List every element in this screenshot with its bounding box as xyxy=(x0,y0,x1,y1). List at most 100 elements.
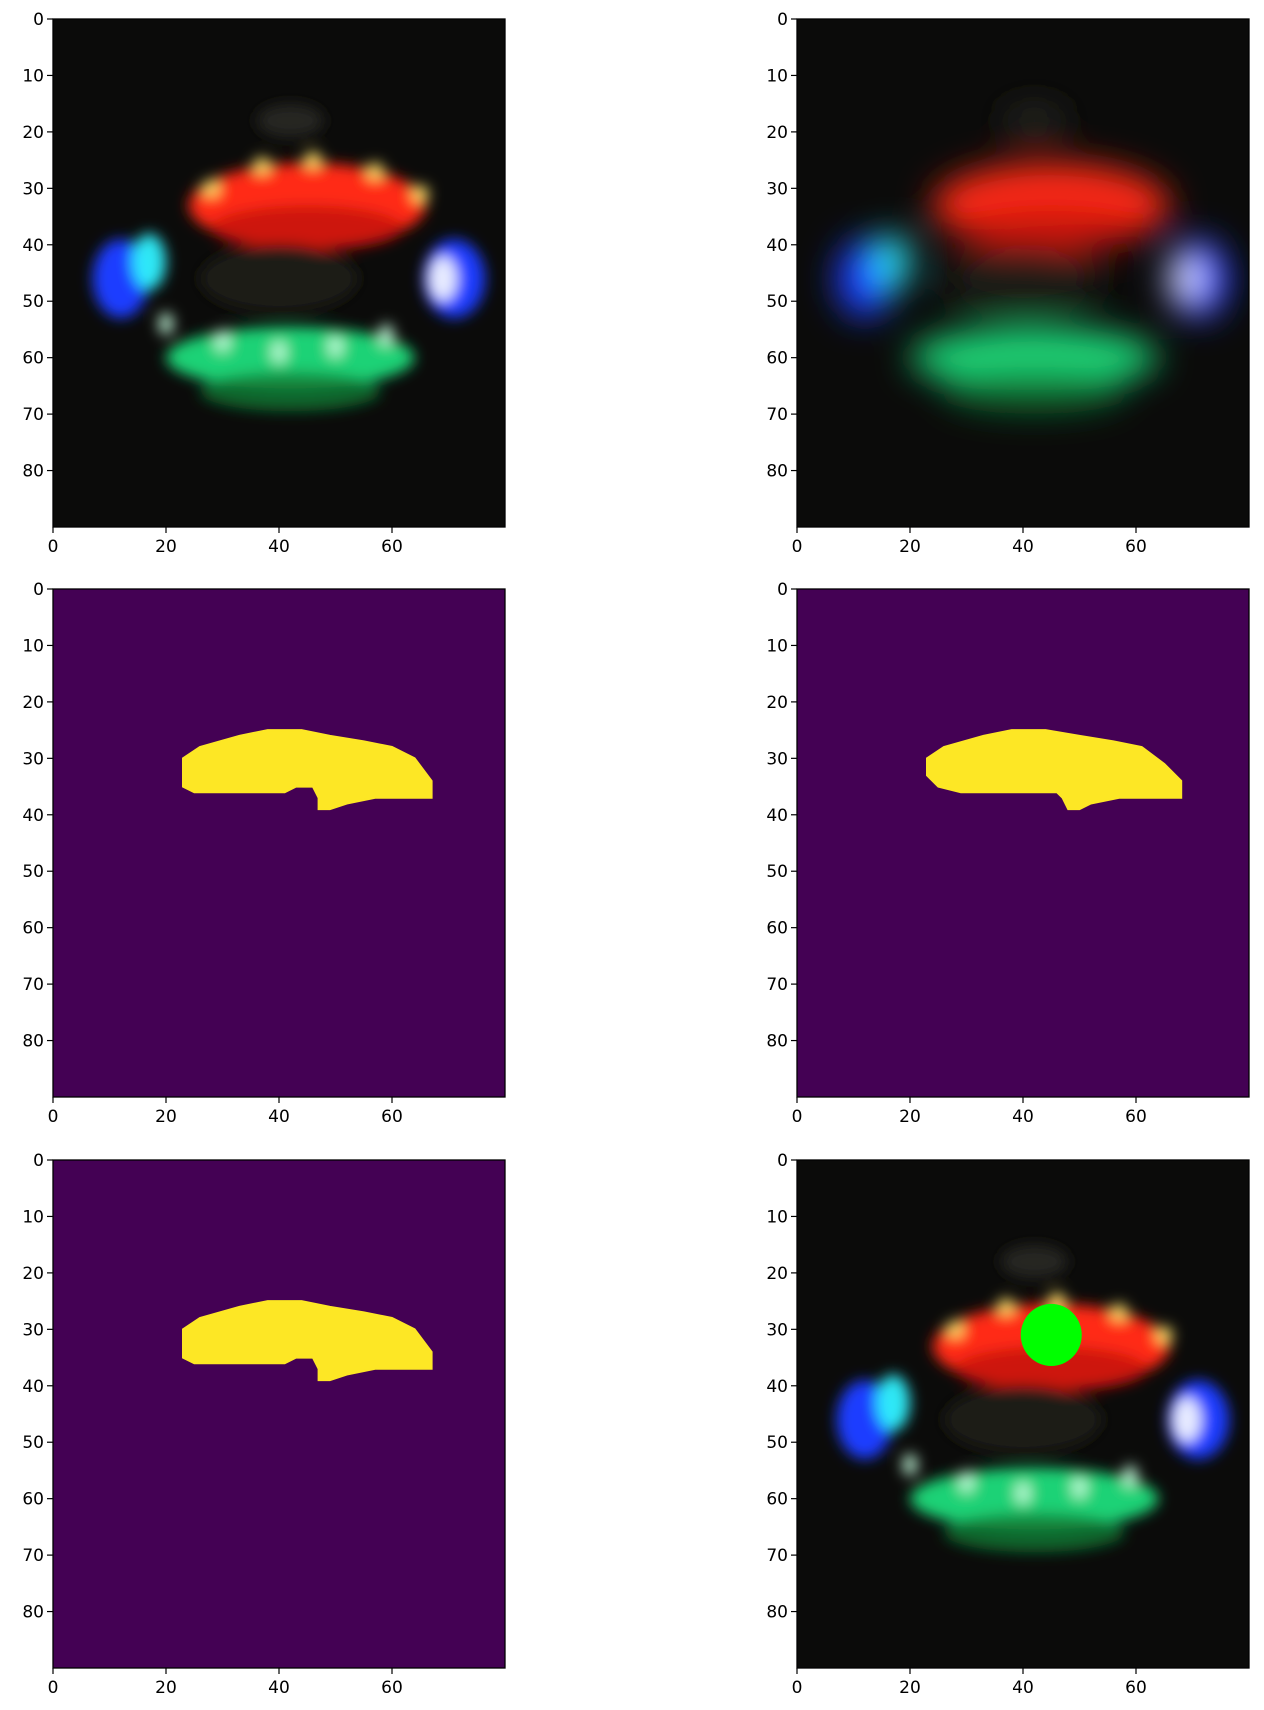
x-tick-label-60: 60 xyxy=(1125,1678,1147,1698)
y-tick-label-0: 0 xyxy=(33,580,44,600)
green-led-highlight-0 xyxy=(158,312,174,336)
x-tick-label-20: 20 xyxy=(155,1107,177,1127)
x-tick-label-0: 0 xyxy=(48,1107,59,1127)
image-row2-right xyxy=(797,589,1249,1097)
y-tick-label-50: 50 xyxy=(766,292,788,312)
y-tick-label-70: 70 xyxy=(766,975,788,995)
x-tick-label-20: 20 xyxy=(155,537,177,557)
green-shadow xyxy=(199,371,381,412)
ring-center xyxy=(199,244,359,313)
x-tick-label-40: 40 xyxy=(268,1678,290,1698)
x-tick-label-60: 60 xyxy=(1125,537,1147,557)
y-tick-label-60: 60 xyxy=(22,1490,44,1510)
green-led-highlight-1 xyxy=(959,1470,974,1494)
y-tick-label-40: 40 xyxy=(22,1377,44,1397)
y-tick-label-30: 30 xyxy=(22,179,44,199)
y-tick-label-20: 20 xyxy=(766,1264,788,1284)
x-tick-label-40: 40 xyxy=(1012,537,1034,557)
y-tick-label-40: 40 xyxy=(766,1377,788,1397)
white-leds-right xyxy=(1172,1397,1201,1443)
x-tick-label-20: 20 xyxy=(899,1107,921,1127)
y-tick-label-30: 30 xyxy=(766,749,788,769)
yellow-led-1 xyxy=(997,1298,1015,1316)
y-tick-label-50: 50 xyxy=(766,862,788,882)
panel-row2-left: 0 10 20 30 40 50 60 70 80 0 20 40 60 xyxy=(22,580,506,1127)
image-row3-left xyxy=(53,1160,505,1668)
red-inner xyxy=(211,205,404,251)
y-tick-label-10: 10 xyxy=(766,66,788,86)
x-tick-label-20: 20 xyxy=(899,537,921,557)
image-row3-right xyxy=(797,1160,1249,1668)
mask-background xyxy=(53,1160,505,1668)
panel-row3-right: 0 10 20 30 40 50 60 70 80 0 20 40 60 xyxy=(766,1151,1250,1698)
green-led-highlight-0 xyxy=(902,1453,918,1477)
yellow-led-4 xyxy=(411,185,429,203)
green-led-highlight-3 xyxy=(328,335,343,358)
mask-region xyxy=(182,1300,433,1382)
green-led-highlight-2 xyxy=(1015,1481,1031,1505)
y-tick-label-80: 80 xyxy=(22,1032,44,1052)
y-tick-label-20: 20 xyxy=(22,1264,44,1284)
mask-background xyxy=(797,589,1249,1097)
x-tick-label-60: 60 xyxy=(381,537,403,557)
green-shadow xyxy=(943,1512,1125,1553)
x-tick-label-40: 40 xyxy=(268,537,290,557)
x-tick-label-0: 0 xyxy=(792,1107,803,1127)
mask-region xyxy=(182,729,433,811)
y-tick-label-60: 60 xyxy=(22,349,44,369)
cyan-leds-left xyxy=(876,233,910,290)
y-tick-label-80: 80 xyxy=(766,1032,788,1052)
yellow-led-2 xyxy=(304,151,322,169)
green-led-highlight-4 xyxy=(1123,1464,1138,1488)
cyan-leds-left xyxy=(876,1374,910,1431)
y-tick-label-10: 10 xyxy=(22,1207,44,1227)
yellow-led-0 xyxy=(946,1320,964,1338)
y-tick-label-10: 10 xyxy=(22,636,44,656)
x-tick-label-40: 40 xyxy=(1012,1107,1034,1127)
x-tick-label-0: 0 xyxy=(48,1678,59,1698)
y-tick-label-20: 20 xyxy=(766,123,788,143)
y-tick-label-50: 50 xyxy=(22,292,44,312)
red-inner xyxy=(955,1346,1148,1392)
panel-row1-right: 0 10 20 30 40 50 60 70 80 0 20 40 60 xyxy=(766,10,1250,557)
panel-row1-left: 0 10 20 30 40 50 60 70 80 0 20 40 60 xyxy=(22,10,506,557)
y-tick-label-40: 40 xyxy=(22,806,44,826)
yellow-led-3 xyxy=(1110,1303,1128,1321)
panel-row3-left: 0 10 20 30 40 50 60 70 80 0 20 40 60 xyxy=(22,1151,506,1698)
y-tick-label-30: 30 xyxy=(22,1320,44,1340)
y-tick-label-30: 30 xyxy=(766,179,788,199)
y-tick-label-0: 0 xyxy=(33,1151,44,1171)
cyan-leds-left xyxy=(132,233,166,290)
detected-blob xyxy=(1020,1303,1082,1367)
mask-background xyxy=(53,589,505,1097)
y-tick-label-10: 10 xyxy=(766,636,788,656)
y-tick-label-0: 0 xyxy=(33,10,44,30)
y-tick-label-70: 70 xyxy=(22,1546,44,1566)
green-led-highlight-2 xyxy=(271,340,287,364)
y-tick-label-30: 30 xyxy=(22,749,44,769)
y-tick-label-60: 60 xyxy=(766,919,788,939)
green-led-highlight-3 xyxy=(1072,1476,1087,1499)
y-tick-label-10: 10 xyxy=(22,66,44,86)
image-row2-left xyxy=(53,589,505,1097)
y-tick-label-50: 50 xyxy=(22,1433,44,1453)
y-tick-label-40: 40 xyxy=(22,236,44,256)
x-tick-label-40: 40 xyxy=(1012,1678,1034,1698)
y-tick-label-10: 10 xyxy=(766,1207,788,1227)
x-tick-label-0: 0 xyxy=(48,537,59,557)
x-tick-label-60: 60 xyxy=(381,1107,403,1127)
ring-center xyxy=(943,244,1103,313)
y-tick-label-20: 20 xyxy=(766,693,788,713)
yellow-led-3 xyxy=(366,162,384,180)
y-tick-label-70: 70 xyxy=(766,405,788,425)
green-shadow xyxy=(943,371,1125,412)
y-tick-label-0: 0 xyxy=(777,580,788,600)
white-leds-right xyxy=(428,256,457,302)
mask-region xyxy=(926,729,1183,811)
y-tick-label-70: 70 xyxy=(766,1546,788,1566)
x-tick-label-60: 60 xyxy=(1125,1107,1147,1127)
x-tick-label-40: 40 xyxy=(268,1107,290,1127)
x-tick-label-60: 60 xyxy=(381,1678,403,1698)
y-tick-label-70: 70 xyxy=(22,975,44,995)
